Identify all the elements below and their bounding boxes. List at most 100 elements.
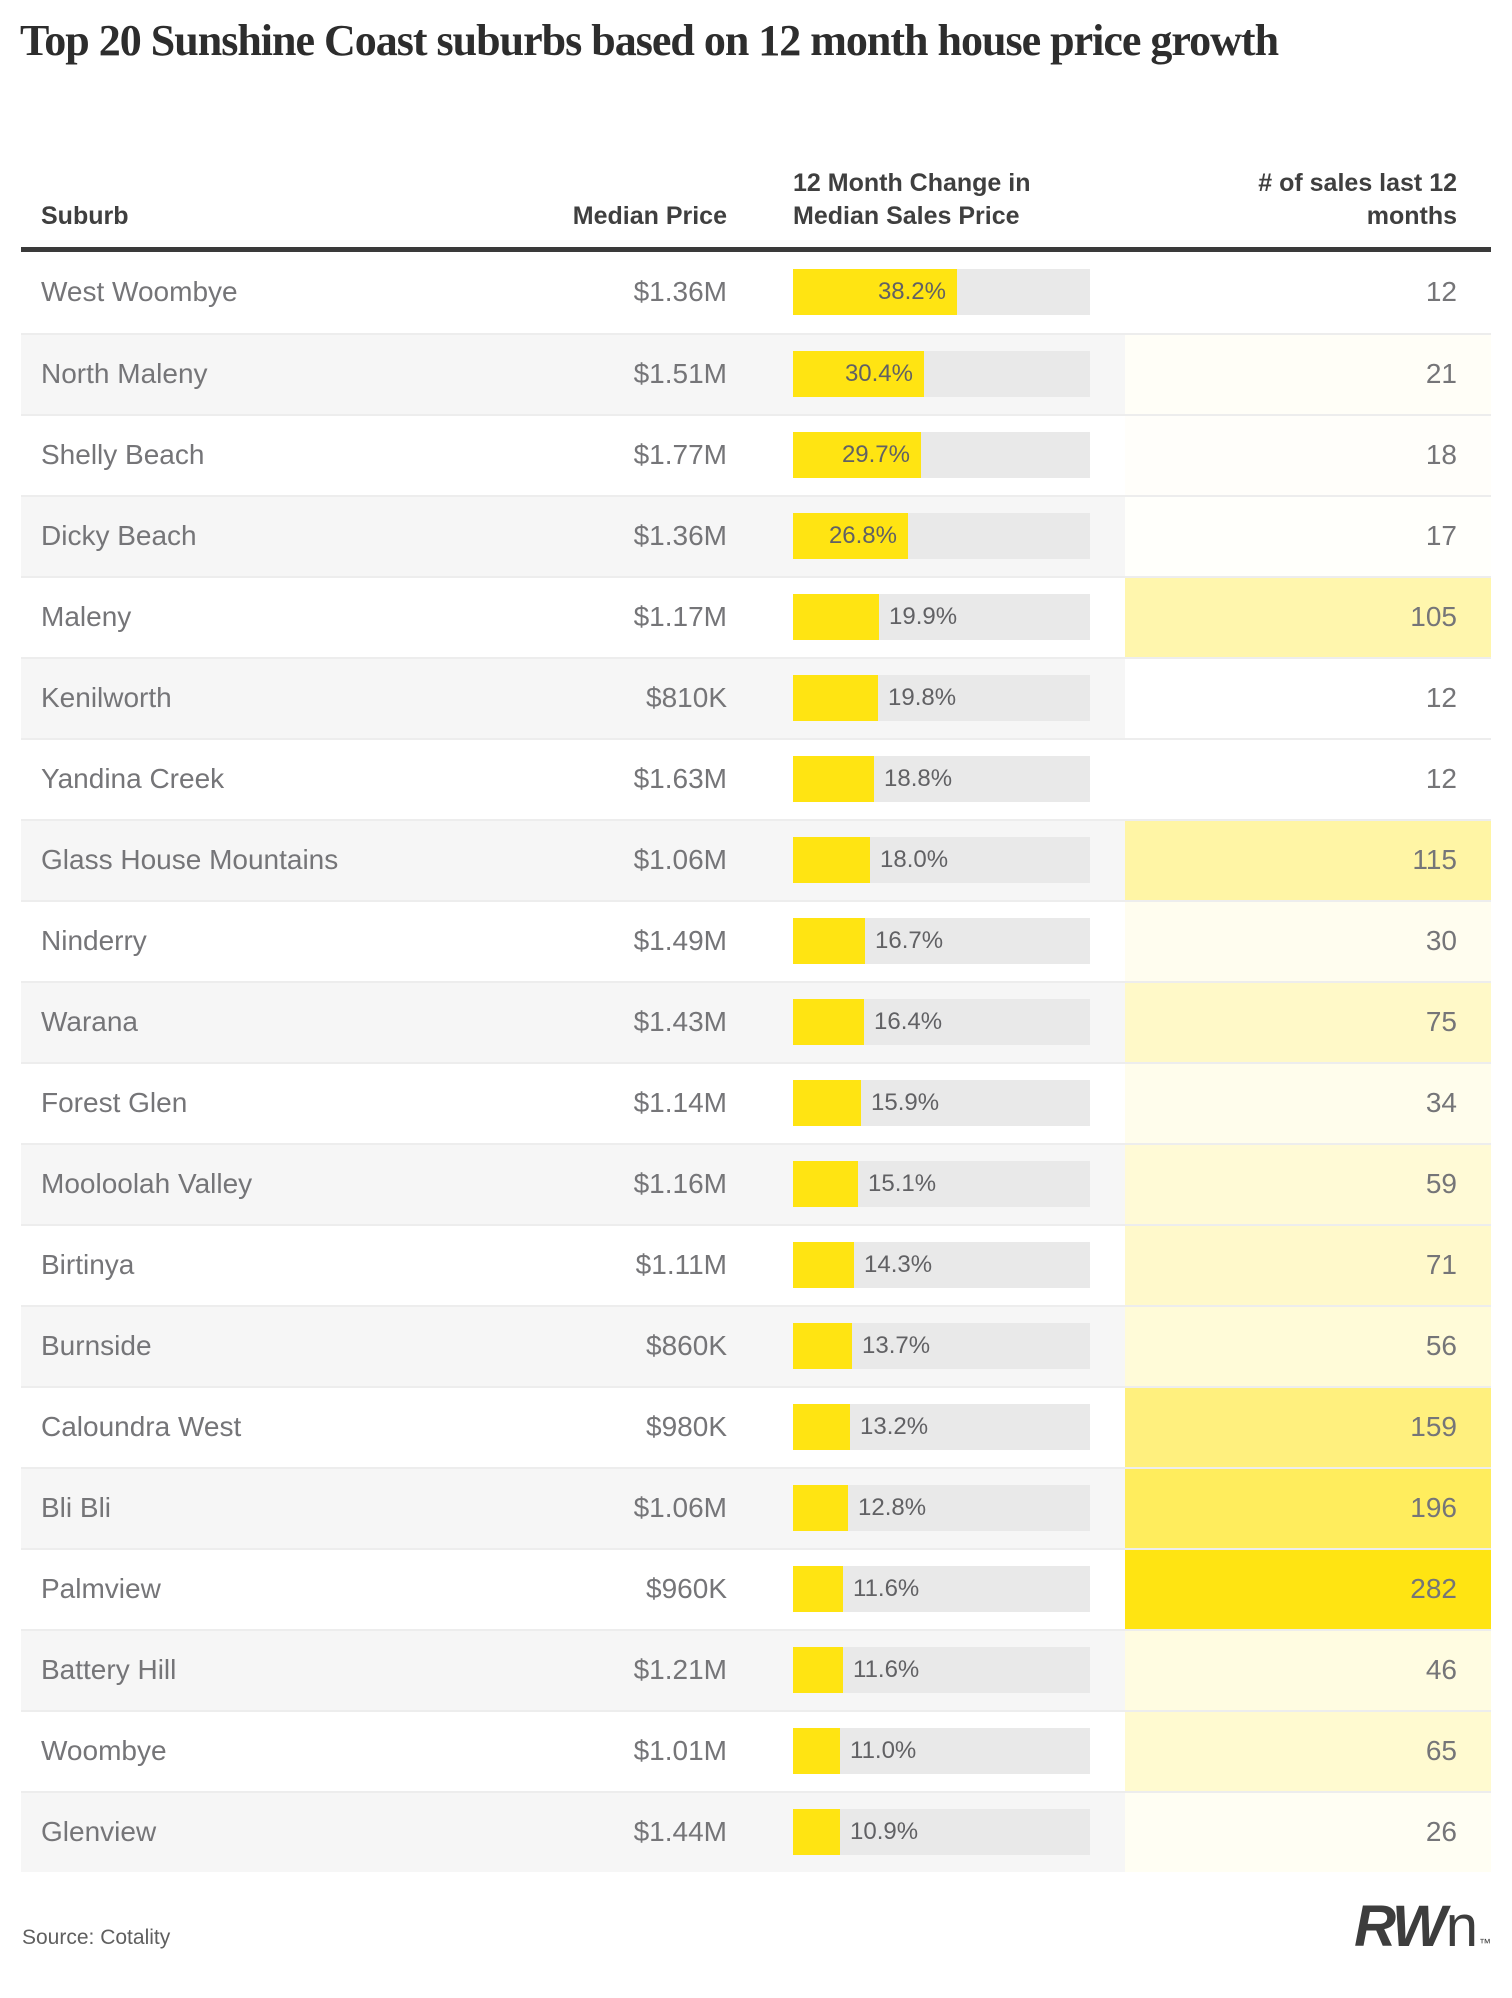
median-price-value: $1.49M — [633, 925, 727, 957]
change-percent-label: 26.8% — [828, 522, 897, 550]
sales-count-cell: 159 — [1125, 1387, 1491, 1467]
change-bar-fill — [793, 1080, 861, 1127]
header-sales-count: # of sales last 12 months — [1258, 168, 1457, 230]
median-price-value: $1.36M — [633, 276, 727, 308]
table-row: North Maleny $1.51M 30.4% 21 — [21, 332, 1491, 414]
table-body: West Woombye $1.36M 38.2% 12 North Maleny $1.… — [21, 251, 1491, 1872]
change-percent-label: 10.9% — [850, 1818, 919, 1846]
median-price-value: $1.51M — [633, 358, 727, 390]
suburb-name: Caloundra West — [41, 1411, 242, 1443]
page-title: Top 20 Sunshine Coast suburbs based on 1… — [20, 16, 1279, 65]
table-row: Birtinya $1.11M 14.3% 71 — [21, 1223, 1491, 1305]
sales-count-cell: 115 — [1125, 820, 1491, 900]
table-row: Bli Bli $1.06M 12.8% 196 — [21, 1466, 1491, 1548]
change-percent-label: 19.8% — [888, 684, 957, 712]
sales-count-cell: 34 — [1125, 1063, 1491, 1143]
change-percent-label: 11.6% — [853, 1656, 920, 1684]
table-row: Glenview $1.44M 10.9% 26 — [21, 1790, 1491, 1872]
suburb-name: Ninderry — [41, 925, 147, 957]
suburb-name: Birtinya — [41, 1249, 135, 1281]
table-row: Warana $1.43M 16.4% 75 — [21, 980, 1491, 1062]
median-price-value: $1.44M — [633, 1816, 727, 1848]
change-bar-fill — [793, 513, 908, 560]
suburb-name: Palmview — [41, 1573, 161, 1605]
table-row: Forest Glen $1.14M 15.9% 34 — [21, 1061, 1491, 1143]
change-bar-fill — [793, 999, 864, 1046]
suburb-name: Warana — [41, 1006, 139, 1038]
header-suburb: Suburb — [41, 201, 129, 230]
sales-count-cell: 105 — [1125, 577, 1491, 657]
footer: Source: Cotality RWn ™ — [22, 1872, 1491, 1956]
change-bar-fill — [793, 1647, 843, 1694]
suburb-name: Battery Hill — [41, 1654, 177, 1686]
source-note: Source: Cotality — [22, 1925, 171, 1949]
change-bar-fill — [793, 351, 924, 398]
change-bar-track: 19.9% — [793, 594, 1090, 641]
median-price-value: $1.11M — [635, 1249, 727, 1281]
sales-count-cell: 59 — [1125, 1144, 1491, 1224]
change-bar-track: 11.0% — [793, 1728, 1090, 1775]
change-bar-track: 38.2% — [793, 269, 1090, 316]
change-bar-fill — [793, 1485, 848, 1532]
change-bar-fill — [793, 269, 957, 316]
median-price-value: $1.14M — [633, 1087, 727, 1119]
change-percent-label: 13.7% — [862, 1332, 931, 1360]
median-price-value: $960K — [646, 1573, 727, 1605]
change-percent-label: 18.0% — [880, 846, 949, 874]
suburb-name: West Woombye — [41, 276, 238, 308]
suburb-name: Glenview — [41, 1816, 157, 1848]
sales-count-cell: 26 — [1125, 1792, 1491, 1872]
table-row: Ninderry $1.49M 16.7% 30 — [21, 899, 1491, 981]
change-bar-track: 15.9% — [793, 1080, 1090, 1127]
sales-count-cell: 21 — [1125, 334, 1491, 414]
change-bar-fill — [793, 756, 874, 803]
median-price-value: $810K — [646, 682, 727, 714]
sales-count-cell: 56 — [1125, 1306, 1491, 1386]
sales-count-cell: 12 — [1125, 658, 1491, 738]
suburb-name: Burnside — [41, 1330, 152, 1362]
change-percent-label: 15.9% — [871, 1089, 940, 1117]
change-percent-label: 14.3% — [864, 1251, 933, 1279]
suburb-name: Woombye — [41, 1735, 167, 1767]
change-percent-label: 13.2% — [860, 1413, 929, 1441]
change-bar-fill — [793, 1323, 852, 1370]
median-price-value: $1.17M — [633, 601, 727, 633]
change-bar-track: 19.8% — [793, 675, 1090, 722]
change-bar-fill — [793, 1404, 850, 1451]
table-row: West Woombye $1.36M 38.2% 12 — [21, 251, 1491, 333]
sales-count-cell: 196 — [1125, 1468, 1491, 1548]
change-percent-label: 19.9% — [889, 603, 958, 631]
table-row: Caloundra West $980K 13.2% 159 — [21, 1385, 1491, 1467]
change-bar-fill — [793, 675, 878, 722]
median-price-value: $1.77M — [633, 439, 727, 471]
change-bar-track: 11.6% — [793, 1566, 1090, 1613]
change-percent-label: 29.7% — [841, 441, 910, 469]
sales-count-cell: 75 — [1125, 982, 1491, 1062]
change-bar-track: 13.7% — [793, 1323, 1090, 1370]
change-percent-label: 11.6% — [853, 1575, 920, 1603]
change-percent-label: 30.4% — [844, 360, 913, 388]
change-bar-fill — [793, 594, 879, 641]
change-bar-track: 18.0% — [793, 837, 1090, 884]
change-bar-track: 13.2% — [793, 1404, 1090, 1451]
rwn-logo: RWn ™ — [1354, 1898, 1491, 1956]
sales-count-cell: 12 — [1125, 739, 1491, 819]
table-row: Glass House Mountains $1.06M 18.0% 115 — [21, 818, 1491, 900]
suburb-name: Bli Bli — [41, 1492, 112, 1524]
change-bar-track: 29.7% — [793, 432, 1090, 479]
suburb-name: Mooloolah Valley — [41, 1168, 253, 1200]
change-bar-fill — [793, 1161, 858, 1208]
median-price-value: $1.21M — [633, 1654, 727, 1686]
median-price-value: $1.06M — [633, 1492, 727, 1524]
suburbs-table: Suburb Median Price 12 Month Change in M… — [21, 67, 1491, 1872]
change-bar-fill — [793, 1566, 843, 1613]
change-percent-label: 18.8% — [884, 765, 953, 793]
change-bar-fill — [793, 918, 865, 965]
table-row: Woombye $1.01M 11.0% 65 — [21, 1709, 1491, 1791]
infographic-page: Top 20 Sunshine Coast suburbs based on 1… — [0, 16, 1512, 1998]
rwn-logo-bold-text: RW — [1354, 1894, 1447, 1960]
sales-count-cell: 18 — [1125, 415, 1491, 495]
change-percent-label: 16.7% — [875, 927, 944, 955]
change-percent-label: 15.1% — [868, 1170, 937, 1198]
median-price-value: $980K — [646, 1411, 727, 1443]
